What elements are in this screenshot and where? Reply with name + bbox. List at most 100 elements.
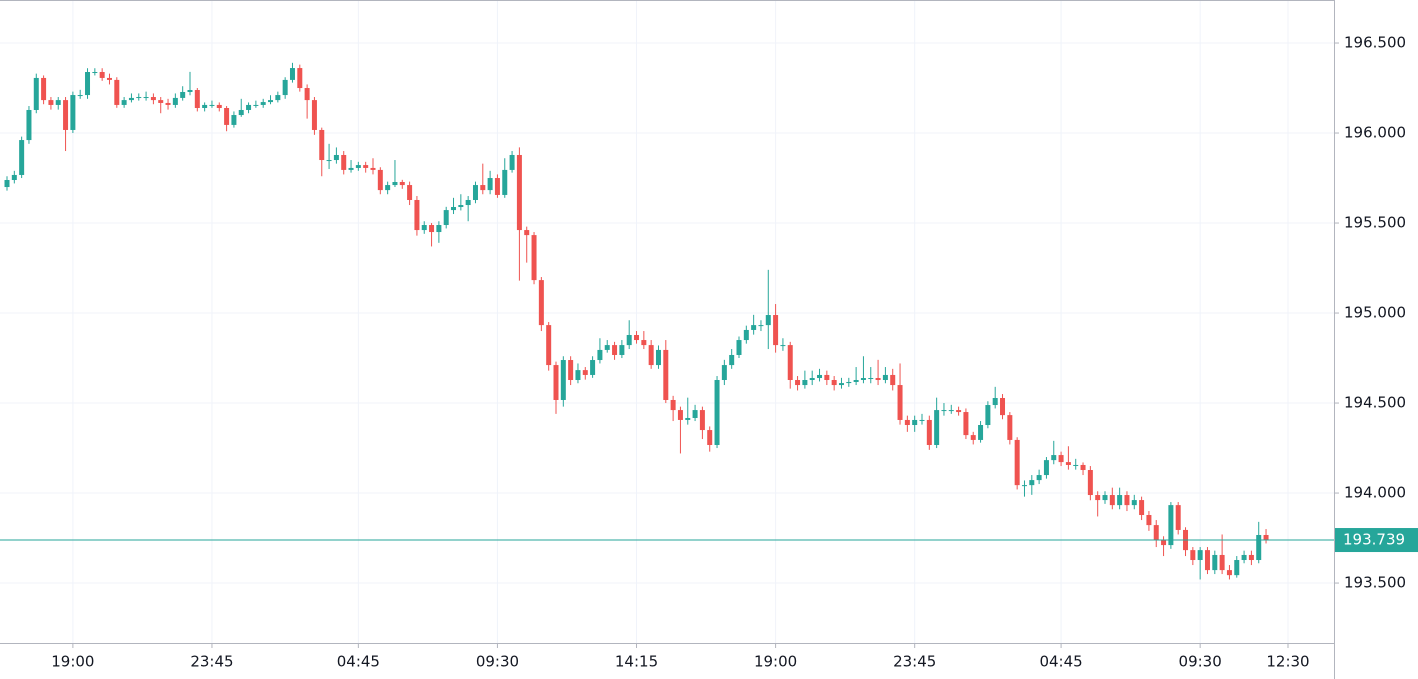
candle-body	[4, 180, 10, 188]
candle-body	[238, 109, 244, 116]
candle-body	[773, 315, 779, 346]
candle-body	[882, 374, 888, 381]
candle-body	[172, 97, 178, 105]
candle-body	[868, 378, 874, 380]
candle-body	[538, 280, 544, 326]
candle-body	[736, 340, 742, 355]
candle-body	[729, 354, 735, 366]
candle-body	[721, 365, 727, 381]
x-tick-label: 19:00	[51, 653, 94, 671]
candle-body	[758, 325, 764, 327]
x-tick-label: 04:45	[337, 653, 380, 671]
candle-body	[926, 419, 932, 445]
candle-body	[165, 102, 171, 105]
candle-body	[480, 185, 486, 191]
candle-body	[297, 68, 303, 89]
candle-body	[699, 410, 705, 431]
candle-body	[216, 104, 222, 109]
candle-body	[963, 412, 969, 436]
candle-body	[1036, 475, 1042, 481]
candle-body	[1204, 550, 1210, 571]
candle-body	[860, 378, 866, 381]
candle-body	[1021, 485, 1027, 487]
candle-body	[787, 345, 793, 381]
candle-body	[1007, 415, 1013, 440]
candle-body	[846, 381, 852, 384]
candle-body	[1058, 455, 1064, 463]
candle-body	[1139, 500, 1145, 516]
candle-body	[985, 405, 991, 426]
candle-body	[670, 399, 676, 411]
candle-body	[992, 398, 998, 406]
candle-body	[1131, 500, 1137, 506]
candle-body	[1212, 554, 1218, 571]
candle-body	[795, 380, 801, 386]
candle-body	[136, 97, 142, 99]
candle-body	[1248, 554, 1254, 561]
candle-body	[465, 199, 471, 206]
last-price-label: 193.739	[1343, 531, 1405, 549]
candle-body	[289, 68, 295, 80]
candle-body	[487, 178, 493, 191]
candle-body	[319, 129, 325, 161]
candle-body	[1000, 398, 1006, 416]
candle-body	[524, 230, 530, 236]
candle-body	[904, 419, 910, 426]
candle-body	[494, 178, 500, 195]
candle-body	[634, 335, 640, 341]
candle-body	[48, 100, 54, 105]
candle-body	[85, 72, 91, 96]
y-tick-label: 194.000	[1344, 484, 1406, 502]
candle-body	[275, 95, 281, 101]
y-tick-label: 196.000	[1344, 124, 1406, 142]
x-tick-label: 09:30	[476, 653, 519, 671]
candle-body	[385, 185, 391, 191]
candle-body	[333, 154, 339, 161]
candle-body	[1219, 554, 1225, 571]
candle-body	[1146, 515, 1152, 526]
candle-body	[1102, 495, 1108, 501]
candle-body	[63, 100, 69, 130]
candle-body	[648, 345, 654, 366]
candle-body	[472, 185, 478, 200]
candle-body	[655, 349, 661, 366]
candle-body	[802, 380, 808, 386]
candle-body	[304, 88, 310, 101]
candle-body	[41, 77, 47, 101]
candle-body	[1043, 460, 1049, 476]
candle-body	[363, 165, 369, 168]
candle-body	[1073, 464, 1079, 466]
candle-body	[429, 225, 435, 233]
candle-body	[956, 410, 962, 413]
candle-body	[509, 154, 515, 170]
candle-body	[106, 77, 112, 80]
candle-body	[1226, 570, 1232, 576]
candle-body	[399, 181, 405, 186]
x-tick-label: 23:45	[190, 653, 233, 671]
candle-body	[326, 160, 332, 162]
candle-body	[597, 349, 603, 361]
candle-body	[692, 410, 698, 418]
candle-body	[751, 325, 757, 330]
candle-body	[831, 380, 837, 386]
candle-body	[1051, 455, 1057, 461]
y-tick-label: 195.000	[1344, 304, 1406, 322]
candle-body	[1117, 495, 1123, 506]
candle-body	[626, 335, 632, 346]
candle-body	[934, 410, 940, 445]
candle-body	[202, 104, 208, 109]
candle-body	[26, 109, 32, 141]
candle-body	[19, 140, 25, 175]
candle-body	[11, 174, 17, 181]
candle-body	[187, 90, 193, 92]
candle-body	[912, 419, 918, 426]
candle-body	[1109, 495, 1115, 506]
candle-body	[33, 77, 39, 110]
candle-body	[443, 210, 449, 226]
candle-body	[370, 167, 376, 170]
candle-body	[1087, 470, 1093, 496]
candle-body	[1175, 505, 1181, 530]
candle-body	[92, 72, 98, 74]
